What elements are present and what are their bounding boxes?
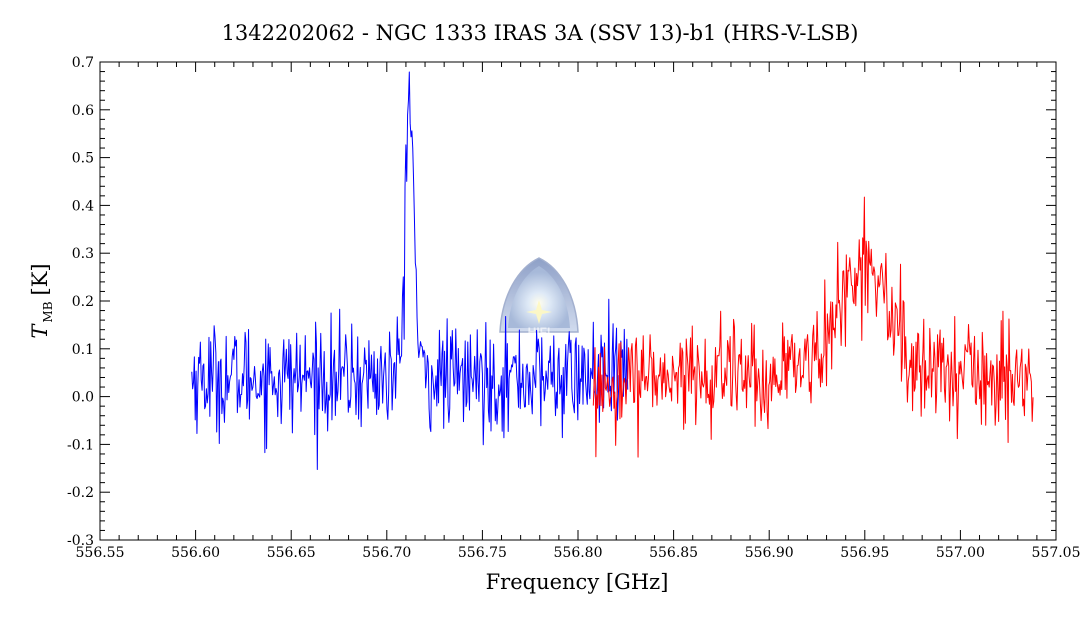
x-tick-label: 556.65 bbox=[267, 545, 316, 561]
hifi-logo-watermark: HIFI bbox=[499, 257, 579, 339]
y-tick-label: 0.1 bbox=[72, 342, 94, 358]
y-tick-labels: -0.3 -0.2 -0.1 0.0 0.1 0.2 0.3 0.4 0.5 0.6 0.7 bbox=[67, 55, 94, 549]
y-tick-label: 0.4 bbox=[72, 198, 94, 214]
watermark-text: HIFI bbox=[528, 325, 551, 339]
y-tick-label: 0.3 bbox=[72, 246, 94, 262]
x-tick-label: 556.95 bbox=[840, 545, 889, 561]
x-tick-label: 557.00 bbox=[936, 545, 985, 561]
red-spectrum-line bbox=[592, 196, 1034, 458]
x-axis-label: Frequency [GHz] bbox=[486, 570, 669, 594]
plot-frame bbox=[99, 61, 1057, 541]
x-tick-label: 556.80 bbox=[554, 545, 603, 561]
y-tick-label: 0.0 bbox=[72, 390, 94, 406]
blue-spectrum-line bbox=[191, 71, 629, 470]
x-tick-label: 557.05 bbox=[1032, 545, 1080, 561]
x-tick-label: 556.90 bbox=[745, 545, 794, 561]
series-layer bbox=[191, 71, 1034, 470]
x-tick-labels: 556.55 556.60 556.65 556.70 556.75 556.80 556.… bbox=[76, 545, 1080, 561]
x-tick-label: 556.60 bbox=[171, 545, 220, 561]
y-tick-label: -0.3 bbox=[67, 533, 94, 549]
y-axis-label-main: T bbox=[28, 323, 52, 339]
x-tick-label: 556.85 bbox=[649, 545, 698, 561]
axis-ticks bbox=[99, 61, 1057, 541]
x-tick-label: 556.75 bbox=[458, 545, 507, 561]
y-tick-label: -0.2 bbox=[67, 485, 94, 501]
y-tick-label: 0.7 bbox=[72, 55, 94, 71]
y-tick-label: 0.5 bbox=[72, 151, 94, 167]
y-axis-label-sub: MB bbox=[41, 301, 55, 322]
chart-title: 1342202062 - NGC 1333 IRAS 3A (SSV 13)-b… bbox=[222, 21, 859, 45]
x-tick-label: 556.55 bbox=[76, 545, 125, 561]
svg-text:TMB[K]: TMB [K] bbox=[28, 263, 55, 338]
y-tick-label: 0.2 bbox=[72, 294, 94, 310]
y-axis-label: TMB [K] bbox=[28, 263, 55, 338]
y-tick-label: -0.1 bbox=[67, 437, 94, 453]
y-tick-label: 0.6 bbox=[72, 103, 94, 119]
y-axis-label-unit: [K] bbox=[28, 263, 52, 295]
x-tick-label: 556.70 bbox=[362, 545, 411, 561]
